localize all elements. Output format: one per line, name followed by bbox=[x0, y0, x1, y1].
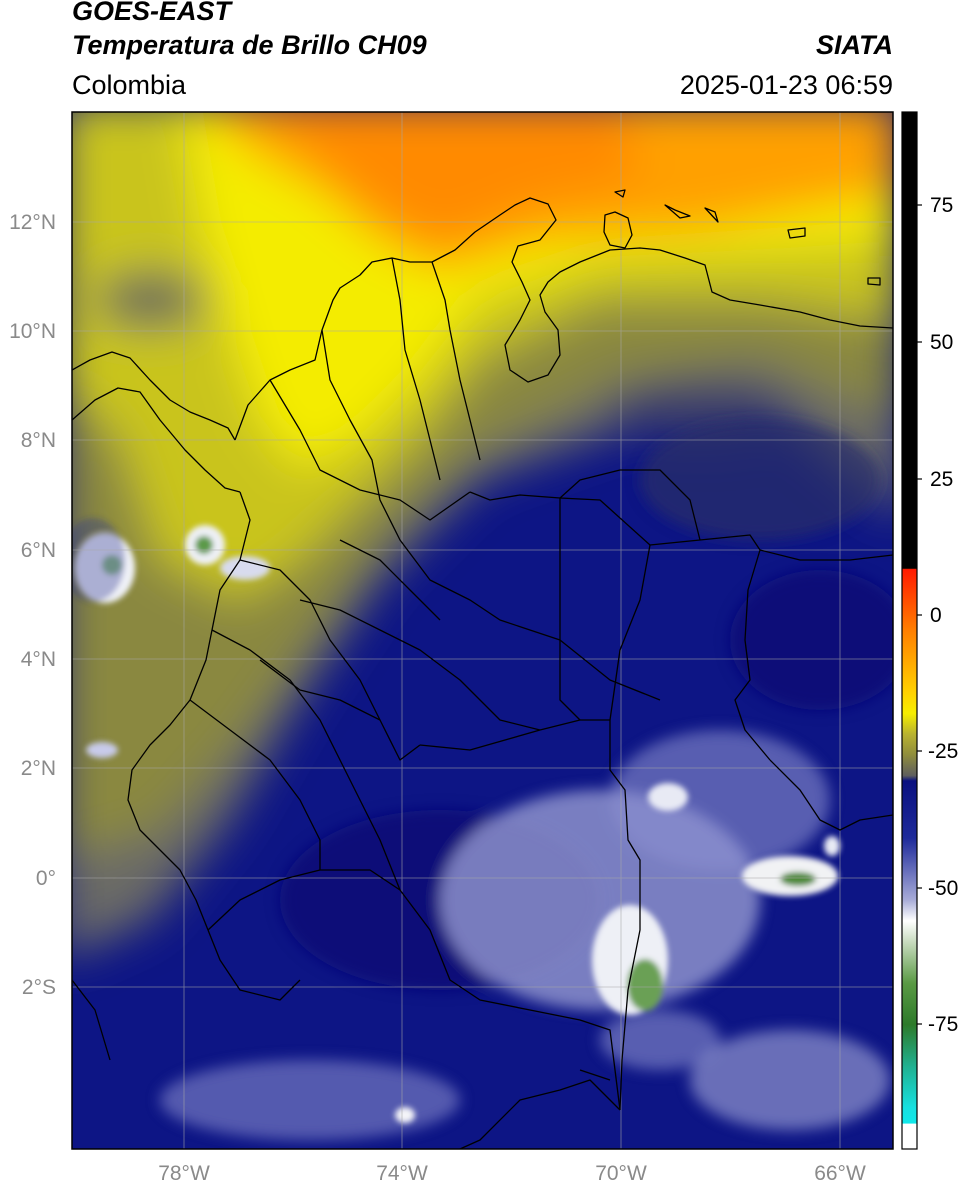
source-label: SIATA bbox=[816, 30, 893, 60]
coastlines-and-borders bbox=[72, 189, 893, 1149]
brightness-temperature-image bbox=[72, 112, 893, 1149]
colorbar: 75 50 25 0 -25 -50 -75 bbox=[901, 111, 958, 1150]
region-label: Colombia bbox=[72, 70, 187, 100]
lat-tick-label: 8°N bbox=[21, 429, 56, 452]
colorbar-label: -25 bbox=[928, 740, 958, 763]
lon-tick-label: 66°W bbox=[814, 1162, 866, 1185]
lat-tick-label: 2°N bbox=[21, 757, 56, 780]
map-frame bbox=[71, 111, 894, 1150]
datetime-label: 2025-01-23 06:59 bbox=[679, 70, 893, 100]
colorbar-label: 75 bbox=[930, 194, 953, 217]
satellite-title: GOES-EAST bbox=[72, 0, 232, 26]
lat-tick-label: 4°N bbox=[21, 648, 56, 671]
colorbar-label: 50 bbox=[930, 331, 953, 354]
longitude-ticks: 78°W 74°W 70°W 66°W bbox=[158, 1162, 866, 1185]
lon-tick-label: 74°W bbox=[376, 1162, 428, 1185]
lat-tick-label: 10°N bbox=[9, 320, 56, 343]
lat-tick-label: 0° bbox=[36, 867, 56, 890]
lat-tick-label: 6°N bbox=[21, 539, 56, 562]
colorbar-ticks bbox=[917, 204, 922, 1025]
colorbar-frame bbox=[901, 111, 918, 1150]
colorbar-label: 0 bbox=[930, 604, 942, 627]
lat-tick-label: 12°N bbox=[9, 211, 56, 234]
lon-tick-label: 70°W bbox=[595, 1162, 647, 1185]
colorbar-label: -50 bbox=[928, 877, 958, 900]
colorbar-label: 25 bbox=[930, 468, 953, 491]
lon-tick-label: 78°W bbox=[158, 1162, 210, 1185]
lat-tick-label: 2°S bbox=[22, 976, 56, 999]
colorbar-label: -75 bbox=[928, 1013, 958, 1036]
colorbar-gradient bbox=[902, 112, 917, 1149]
product-title: Temperatura de Brillo CH09 bbox=[72, 30, 427, 60]
gridlines bbox=[72, 112, 893, 1149]
latitude-ticks: 12°N 10°N 8°N 6°N 4°N 2°N 0° 2°S bbox=[9, 211, 56, 999]
